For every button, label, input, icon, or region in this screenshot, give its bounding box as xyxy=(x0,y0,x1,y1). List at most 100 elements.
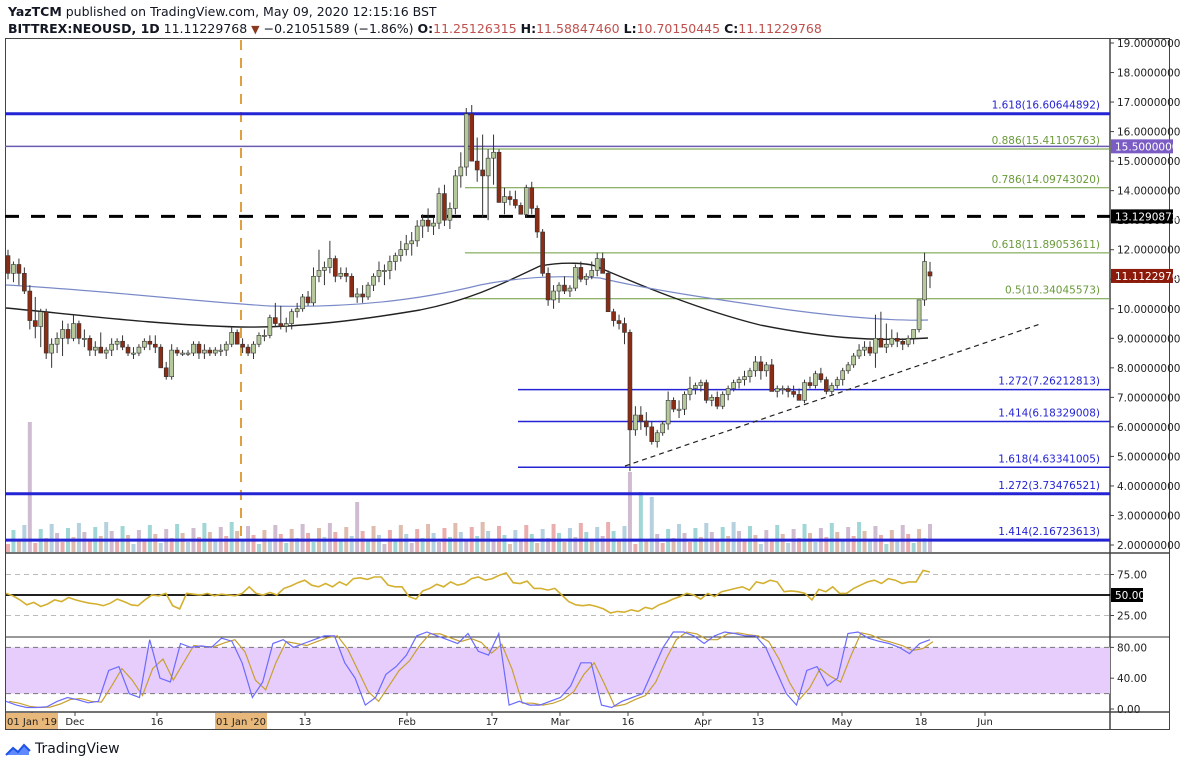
candle-up xyxy=(316,270,322,277)
candle-down xyxy=(234,332,240,345)
rsi-line xyxy=(5,569,931,614)
low-value: 10.70150445 xyxy=(636,21,721,36)
volume-bar xyxy=(900,525,905,552)
volume-bar xyxy=(491,540,496,552)
candle-down xyxy=(616,320,622,324)
volume-bar xyxy=(207,532,212,552)
volume-bar xyxy=(153,534,158,552)
candle-down xyxy=(578,267,584,280)
candle-up xyxy=(856,349,862,357)
candle-up xyxy=(453,175,458,209)
candle-up xyxy=(414,225,420,242)
candle-up xyxy=(851,355,856,366)
candle-up xyxy=(665,400,671,425)
candle-down xyxy=(147,340,153,345)
candle-up xyxy=(573,267,578,289)
candle-down xyxy=(545,273,551,301)
candle-down xyxy=(927,271,933,277)
candle-up xyxy=(376,270,382,277)
candle-down xyxy=(163,367,169,377)
volume-bar xyxy=(322,537,327,552)
volume-bar xyxy=(126,535,131,552)
moving-average-blue-line xyxy=(5,276,929,321)
price-tag xyxy=(1111,209,1173,224)
candle-down xyxy=(878,337,884,348)
volume-bar xyxy=(306,533,311,552)
volume-bar xyxy=(33,543,38,552)
candle-up xyxy=(294,308,300,313)
candle-up xyxy=(267,317,273,336)
volume-bar xyxy=(349,536,354,552)
candle-up xyxy=(884,343,889,348)
fib-level-label: 0.5(10.34045573) xyxy=(1005,285,1100,297)
candle-up xyxy=(420,219,425,227)
candle-down xyxy=(16,264,22,274)
volume-bar xyxy=(769,539,774,552)
volume-bar xyxy=(475,536,480,552)
candle-up xyxy=(911,329,916,339)
published-text: published on TradingView.com, May 09, 20… xyxy=(65,4,437,19)
volume-bar xyxy=(671,538,676,552)
candle-up xyxy=(709,397,715,401)
candle-down xyxy=(704,382,709,401)
candle-up xyxy=(431,222,436,227)
candle-down xyxy=(349,275,355,298)
candle-down xyxy=(469,113,475,162)
volume-bar xyxy=(851,536,856,552)
volume-bar xyxy=(240,540,245,552)
price-tick-label: 14.00000000 xyxy=(1117,186,1180,198)
candle-down xyxy=(818,373,824,380)
candle-up xyxy=(736,379,742,383)
candle-up xyxy=(365,284,371,298)
candle-up xyxy=(354,293,360,298)
volume-bar xyxy=(382,544,387,552)
price-tick-label: 5.00000000 xyxy=(1117,451,1180,463)
support-trendline xyxy=(624,323,1041,467)
volume-bar xyxy=(502,535,507,552)
volume-bar xyxy=(426,524,431,552)
candle-up xyxy=(398,249,404,256)
tradingview-logo[interactable]: TradingView xyxy=(5,741,120,757)
candle-up xyxy=(873,337,878,354)
candle-down xyxy=(120,340,125,348)
rsi-tick-label: 50.00 xyxy=(1115,590,1145,602)
stoch-tick-label: 0.00 xyxy=(1117,704,1140,716)
volume-bar xyxy=(731,522,736,552)
volume-bar xyxy=(256,544,261,552)
volume-bar xyxy=(928,524,932,552)
candle-up xyxy=(764,364,769,372)
volume-bar xyxy=(98,536,103,552)
candle-up xyxy=(131,352,136,355)
candle-down xyxy=(240,343,245,348)
fib-level-label: 1.272(7.26212813) xyxy=(998,376,1100,388)
candle-up xyxy=(916,299,922,330)
candle-up xyxy=(311,275,316,304)
volume-bar xyxy=(698,537,703,552)
candle-down xyxy=(65,329,71,339)
candle-up xyxy=(594,258,600,271)
candle-down xyxy=(867,346,873,354)
price-tick-label: 12.00000000 xyxy=(1117,245,1180,257)
candle-down xyxy=(534,208,540,233)
candle-up xyxy=(840,370,846,380)
candle-up xyxy=(774,388,780,392)
candle-down xyxy=(671,400,676,410)
candle-up xyxy=(283,323,289,327)
candle-up xyxy=(556,284,562,292)
candle-down xyxy=(174,349,180,354)
candle-up xyxy=(256,335,262,345)
volume-bar xyxy=(775,525,780,552)
volume-bar xyxy=(284,543,289,552)
candle-up xyxy=(447,208,453,221)
candle-up xyxy=(371,275,376,286)
volume-bar xyxy=(327,523,332,552)
candle-down xyxy=(278,323,284,327)
volume-bar xyxy=(355,502,360,552)
price-tick-label: 10.00000000 xyxy=(1117,304,1180,316)
volume-bar xyxy=(300,524,305,552)
volume-bar xyxy=(71,537,76,552)
candle-up xyxy=(202,349,207,354)
chart-frame[interactable] xyxy=(5,38,1170,730)
volume-bar xyxy=(60,542,65,552)
